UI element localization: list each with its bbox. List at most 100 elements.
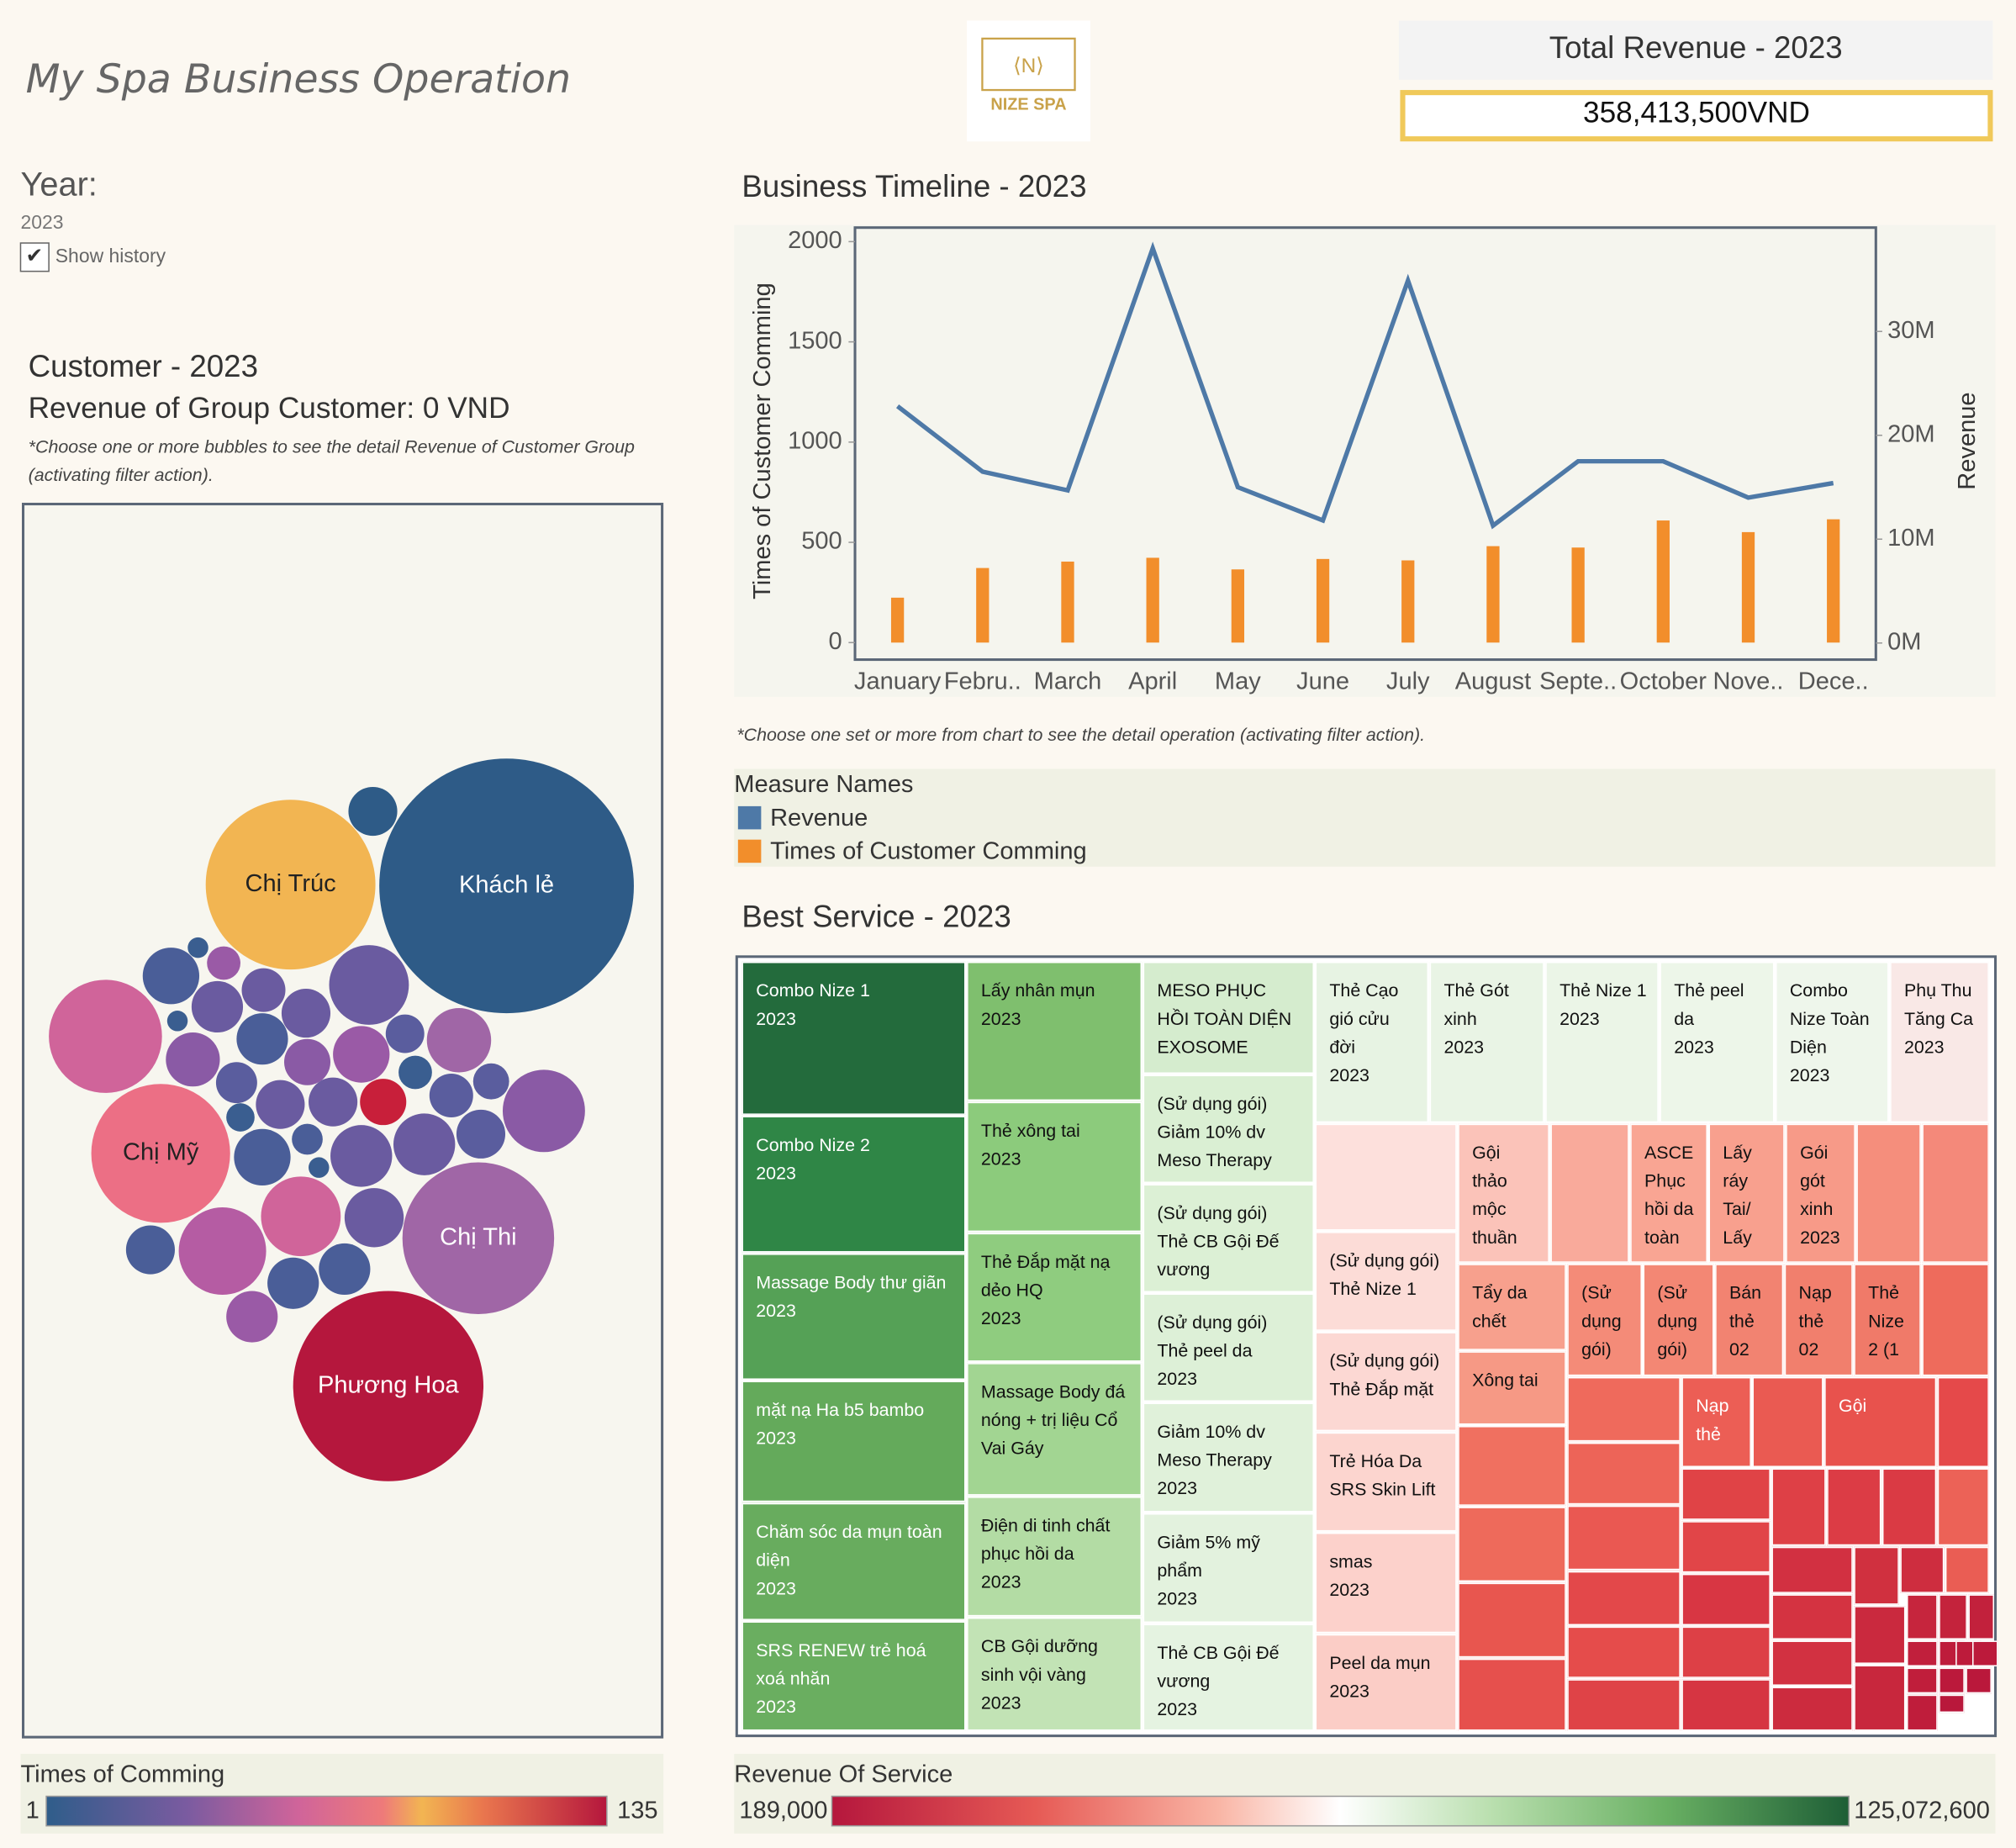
treemap-cell[interactable] — [1937, 1376, 1989, 1467]
treemap-cell[interactable] — [1937, 1468, 1989, 1546]
treemap-cell[interactable]: Thẻ Nize 2 (1 — [1854, 1264, 1921, 1376]
bubble[interactable] — [261, 1176, 341, 1257]
treemap-cell[interactable]: Gội thảo mộc thuần — [1458, 1123, 1549, 1263]
bubble[interactable] — [360, 1079, 407, 1126]
treemap-cell[interactable] — [1458, 1426, 1566, 1506]
treemap-cell[interactable]: CB Gội dưỡng sinh vội vàng 2023 — [967, 1617, 1143, 1731]
bubble[interactable] — [226, 1103, 255, 1132]
treemap-cell[interactable]: Combo Nize Toàn Diện 2023 — [1776, 961, 1889, 1123]
treemap-cell[interactable]: smas 2023 — [1315, 1532, 1457, 1634]
treemap-cell[interactable] — [1945, 1546, 1989, 1593]
bubble[interactable] — [502, 1069, 585, 1153]
bubble[interactable] — [398, 1055, 432, 1090]
treemap-cell[interactable] — [1939, 1694, 1965, 1713]
treemap-cell[interactable] — [1854, 1546, 1899, 1605]
bubble[interactable] — [187, 937, 208, 958]
treemap-cell[interactable]: Giảm 5% mỹ phẩm 2023 — [1143, 1513, 1314, 1624]
treemap-cell[interactable] — [1966, 1667, 1992, 1694]
treemap-cell[interactable]: mặt nạ Ha b5 bambo 2023 — [741, 1381, 966, 1502]
treemap-cell[interactable] — [1900, 1546, 1945, 1593]
bubble[interactable] — [178, 1207, 267, 1296]
bubble[interactable] — [393, 1113, 456, 1175]
bubble[interactable] — [142, 948, 200, 1005]
treemap-cell[interactable]: Gội — [1824, 1376, 1937, 1467]
bubble[interactable] — [344, 1188, 404, 1248]
treemap-cell[interactable] — [1681, 1573, 1771, 1626]
treemap-cell[interactable] — [1771, 1640, 1853, 1686]
bubble[interactable] — [166, 1032, 220, 1087]
treemap-cell[interactable] — [1854, 1665, 1906, 1731]
bubble[interactable] — [429, 1073, 473, 1117]
checkbox[interactable] — [19, 242, 50, 272]
treemap-cell[interactable] — [1567, 1505, 1681, 1571]
treemap-cell[interactable]: SRS RENEW trẻ hoá xoá nhăn 2023 — [741, 1621, 966, 1731]
bubble[interactable] — [125, 1225, 175, 1275]
bubble[interactable] — [236, 1013, 288, 1065]
bubble[interactable] — [426, 1008, 492, 1073]
treemap-cell[interactable] — [1567, 1626, 1681, 1678]
treemap-cell[interactable]: (Sử dụng gói) Thẻ Đắp mặt — [1315, 1332, 1457, 1432]
treemap-cell[interactable]: (Sử dụng gói) Thẻ Nize 1 — [1315, 1232, 1457, 1331]
bubble[interactable] — [226, 1291, 278, 1343]
bubble[interactable] — [215, 1062, 257, 1104]
bubble[interactable] — [330, 1125, 393, 1187]
bubble[interactable] — [402, 1162, 555, 1314]
treemap-cell[interactable] — [1771, 1468, 1826, 1546]
bubble[interactable] — [333, 1026, 390, 1083]
treemap-cell[interactable] — [1315, 1123, 1457, 1231]
treemap-cell[interactable] — [1681, 1468, 1771, 1520]
bubble[interactable] — [241, 968, 286, 1012]
treemap-cell[interactable]: Nạp thẻ 02 — [1784, 1264, 1853, 1376]
bubble[interactable] — [329, 945, 409, 1025]
treemap-cell[interactable] — [1922, 1264, 1989, 1376]
treemap-cell[interactable]: MESO PHỤC HỒI TOÀN DIỆN EXOSOME — [1143, 961, 1314, 1074]
treemap-cell[interactable]: Thẻ Gót xinh 2023 — [1429, 961, 1544, 1123]
bubble[interactable] — [281, 989, 331, 1038]
treemap-cell[interactable]: Nạp thẻ — [1681, 1376, 1751, 1467]
treemap-cell[interactable]: Phụ Thu Tăng Ca 2023 — [1890, 961, 1989, 1123]
bubble[interactable] — [456, 1109, 506, 1159]
bubble[interactable] — [91, 1084, 230, 1223]
treemap-cell[interactable]: (Sử dụng gói) — [1643, 1264, 1714, 1376]
treemap-cell[interactable] — [1567, 1679, 1681, 1731]
treemap-cell[interactable]: Combo Nize 2 2023 — [741, 1116, 966, 1253]
treemap-cell[interactable] — [1907, 1667, 1938, 1694]
treemap-cell[interactable]: Lấy nhân mụn 2023 — [967, 961, 1143, 1101]
bubble[interactable] — [309, 1157, 330, 1178]
treemap-cell[interactable]: ASCE Phục hồi da toàn — [1630, 1123, 1707, 1263]
filter-value[interactable]: 2023 — [20, 212, 64, 235]
treemap-cell[interactable]: Điện di tinh chất phục hồi da 2023 — [967, 1497, 1143, 1617]
treemap-cell[interactable] — [1968, 1594, 1995, 1639]
treemap-cell[interactable] — [1681, 1626, 1771, 1678]
treemap-cell[interactable]: Gói gót xinh 2023 — [1786, 1123, 1855, 1263]
treemap-cell[interactable] — [1907, 1640, 1938, 1667]
treemap-cell[interactable] — [1458, 1507, 1566, 1582]
treemap-cell[interactable] — [1550, 1123, 1629, 1263]
bubble[interactable] — [207, 946, 240, 980]
treemap-cell[interactable]: Tẩy da chết — [1458, 1264, 1566, 1350]
treemap-cell[interactable]: (Sử dụng gói) — [1567, 1264, 1642, 1376]
treemap-cell[interactable] — [1567, 1442, 1681, 1505]
treemap-cell[interactable] — [1567, 1376, 1681, 1442]
treemap-cell[interactable]: Bán thẻ 02 — [1715, 1264, 1784, 1376]
treemap-cell[interactable] — [1827, 1468, 1881, 1546]
treemap-cell[interactable] — [1771, 1546, 1853, 1593]
treemap-cell[interactable] — [1681, 1521, 1771, 1573]
treemap-cell[interactable]: Thẻ xông tai 2023 — [967, 1101, 1143, 1233]
treemap-cell[interactable] — [1681, 1679, 1771, 1731]
checkbox-label[interactable]: Show history — [55, 246, 166, 268]
treemap-cell[interactable]: Xông tai — [1458, 1351, 1566, 1425]
treemap-cell[interactable] — [1972, 1640, 1998, 1667]
treemap-cell[interactable]: Combo Nize 1 2023 — [741, 961, 966, 1115]
treemap-cell[interactable] — [1771, 1594, 1853, 1639]
treemap-cell[interactable]: (Sử dụng gói) Thẻ CB Gội Đế vương — [1143, 1184, 1314, 1292]
treemap-cell[interactable]: Thẻ Đắp mặt nạ dẻo HQ 2023 — [967, 1233, 1143, 1362]
bubble[interactable] — [205, 800, 376, 970]
treemap-cell[interactable] — [1907, 1694, 1938, 1731]
treemap-cell[interactable] — [1752, 1376, 1823, 1467]
treemap-cell[interactable] — [1458, 1658, 1566, 1731]
treemap-cell[interactable] — [1939, 1594, 1967, 1639]
bubble[interactable] — [191, 980, 244, 1033]
treemap-cell[interactable] — [1458, 1582, 1566, 1658]
bubble[interactable] — [379, 758, 634, 1014]
